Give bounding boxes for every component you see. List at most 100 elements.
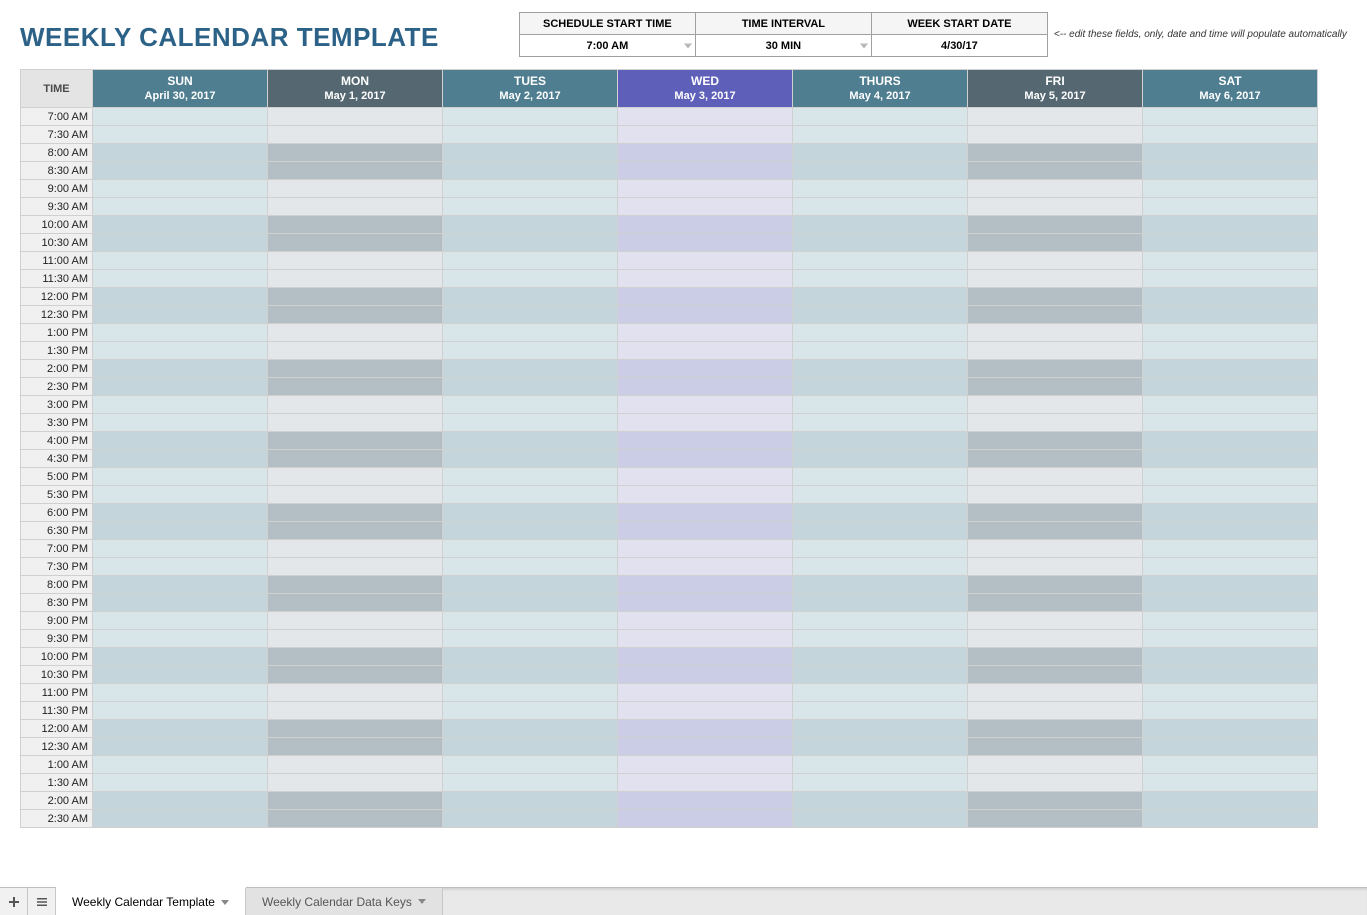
calendar-cell[interactable] bbox=[793, 468, 968, 486]
calendar-cell[interactable] bbox=[443, 234, 618, 252]
calendar-cell[interactable] bbox=[793, 522, 968, 540]
calendar-cell[interactable] bbox=[1143, 126, 1318, 144]
calendar-cell[interactable] bbox=[268, 756, 443, 774]
calendar-cell[interactable] bbox=[93, 342, 268, 360]
calendar-cell[interactable] bbox=[1143, 180, 1318, 198]
calendar-cell[interactable] bbox=[93, 324, 268, 342]
calendar-cell[interactable] bbox=[618, 630, 793, 648]
calendar-cell[interactable] bbox=[793, 378, 968, 396]
calendar-cell[interactable] bbox=[93, 702, 268, 720]
calendar-cell[interactable] bbox=[618, 810, 793, 828]
calendar-cell[interactable] bbox=[93, 792, 268, 810]
calendar-cell[interactable] bbox=[1143, 252, 1318, 270]
calendar-cell[interactable] bbox=[93, 450, 268, 468]
calendar-cell[interactable] bbox=[793, 720, 968, 738]
calendar-cell[interactable] bbox=[1143, 342, 1318, 360]
calendar-cell[interactable] bbox=[93, 774, 268, 792]
calendar-cell[interactable] bbox=[1143, 360, 1318, 378]
calendar-cell[interactable] bbox=[618, 756, 793, 774]
calendar-cell[interactable] bbox=[618, 270, 793, 288]
calendar-cell[interactable] bbox=[793, 594, 968, 612]
calendar-cell[interactable] bbox=[268, 234, 443, 252]
calendar-cell[interactable] bbox=[1143, 630, 1318, 648]
calendar-cell[interactable] bbox=[268, 198, 443, 216]
calendar-cell[interactable] bbox=[618, 234, 793, 252]
calendar-cell[interactable] bbox=[268, 396, 443, 414]
calendar-cell[interactable] bbox=[1143, 540, 1318, 558]
calendar-cell[interactable] bbox=[968, 414, 1143, 432]
calendar-cell[interactable] bbox=[618, 702, 793, 720]
calendar-cell[interactable] bbox=[1143, 324, 1318, 342]
calendar-cell[interactable] bbox=[968, 774, 1143, 792]
calendar-cell[interactable] bbox=[793, 504, 968, 522]
calendar-cell[interactable] bbox=[443, 450, 618, 468]
calendar-cell[interactable] bbox=[443, 432, 618, 450]
calendar-cell[interactable] bbox=[443, 486, 618, 504]
calendar-cell[interactable] bbox=[793, 486, 968, 504]
calendar-cell[interactable] bbox=[268, 630, 443, 648]
calendar-cell[interactable] bbox=[93, 810, 268, 828]
calendar-cell[interactable] bbox=[1143, 450, 1318, 468]
calendar-cell[interactable] bbox=[618, 252, 793, 270]
calendar-cell[interactable] bbox=[93, 504, 268, 522]
calendar-cell[interactable] bbox=[93, 540, 268, 558]
calendar-cell[interactable] bbox=[1143, 378, 1318, 396]
calendar-cell[interactable] bbox=[793, 360, 968, 378]
calendar-cell[interactable] bbox=[968, 144, 1143, 162]
calendar-cell[interactable] bbox=[968, 558, 1143, 576]
calendar-cell[interactable] bbox=[1143, 198, 1318, 216]
calendar-cell[interactable] bbox=[1143, 558, 1318, 576]
calendar-cell[interactable] bbox=[443, 504, 618, 522]
calendar-cell[interactable] bbox=[443, 288, 618, 306]
calendar-cell[interactable] bbox=[968, 162, 1143, 180]
calendar-cell[interactable] bbox=[443, 666, 618, 684]
calendar-cell[interactable] bbox=[968, 270, 1143, 288]
calendar-cell[interactable] bbox=[793, 342, 968, 360]
calendar-cell[interactable] bbox=[93, 270, 268, 288]
calendar-cell[interactable] bbox=[93, 432, 268, 450]
calendar-cell[interactable] bbox=[268, 720, 443, 738]
calendar-cell[interactable] bbox=[268, 540, 443, 558]
ctrl-value-start-date[interactable]: 4/30/17 bbox=[871, 35, 1047, 57]
calendar-cell[interactable] bbox=[268, 594, 443, 612]
calendar-cell[interactable] bbox=[443, 738, 618, 756]
calendar-cell[interactable] bbox=[443, 702, 618, 720]
calendar-cell[interactable] bbox=[968, 108, 1143, 126]
calendar-cell[interactable] bbox=[1143, 792, 1318, 810]
calendar-cell[interactable] bbox=[443, 126, 618, 144]
calendar-cell[interactable] bbox=[1143, 468, 1318, 486]
calendar-cell[interactable] bbox=[618, 162, 793, 180]
calendar-cell[interactable] bbox=[618, 738, 793, 756]
calendar-cell[interactable] bbox=[968, 594, 1143, 612]
calendar-cell[interactable] bbox=[1143, 702, 1318, 720]
calendar-cell[interactable] bbox=[93, 180, 268, 198]
calendar-cell[interactable] bbox=[443, 720, 618, 738]
calendar-cell[interactable] bbox=[793, 162, 968, 180]
calendar-cell[interactable] bbox=[793, 216, 968, 234]
calendar-cell[interactable] bbox=[443, 144, 618, 162]
calendar-cell[interactable] bbox=[968, 342, 1143, 360]
calendar-cell[interactable] bbox=[93, 612, 268, 630]
calendar-cell[interactable] bbox=[443, 630, 618, 648]
calendar-cell[interactable] bbox=[618, 450, 793, 468]
calendar-cell[interactable] bbox=[93, 756, 268, 774]
calendar-cell[interactable] bbox=[443, 612, 618, 630]
calendar-cell[interactable] bbox=[793, 738, 968, 756]
calendar-cell[interactable] bbox=[618, 504, 793, 522]
calendar-cell[interactable] bbox=[93, 126, 268, 144]
calendar-cell[interactable] bbox=[268, 270, 443, 288]
calendar-cell[interactable] bbox=[968, 504, 1143, 522]
calendar-cell[interactable] bbox=[968, 612, 1143, 630]
calendar-cell[interactable] bbox=[93, 576, 268, 594]
calendar-cell[interactable] bbox=[93, 522, 268, 540]
calendar-cell[interactable] bbox=[1143, 288, 1318, 306]
calendar-cell[interactable] bbox=[618, 216, 793, 234]
calendar-cell[interactable] bbox=[618, 144, 793, 162]
calendar-cell[interactable] bbox=[618, 666, 793, 684]
calendar-cell[interactable] bbox=[268, 414, 443, 432]
calendar-cell[interactable] bbox=[443, 576, 618, 594]
calendar-cell[interactable] bbox=[443, 342, 618, 360]
calendar-cell[interactable] bbox=[968, 396, 1143, 414]
calendar-cell[interactable] bbox=[968, 252, 1143, 270]
calendar-cell[interactable] bbox=[443, 594, 618, 612]
